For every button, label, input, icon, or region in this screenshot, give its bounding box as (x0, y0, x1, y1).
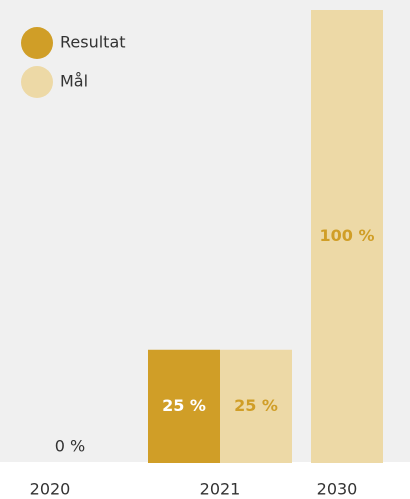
value-label: 100 % (320, 226, 375, 245)
bar (311, 10, 383, 463)
legend-swatch (21, 66, 53, 98)
legend-label: Resultat (60, 33, 126, 52)
value-label: 25 % (234, 396, 278, 415)
x-tick-label: 2020 (30, 480, 71, 499)
x-tick-label: 2021 (200, 480, 241, 499)
value-label: 25 % (162, 396, 206, 415)
axis-background (0, 463, 410, 499)
bar (220, 349, 292, 463)
legend-swatch (21, 27, 53, 59)
x-tick-label: 2030 (317, 480, 358, 499)
legend-label: Mål (60, 72, 88, 91)
bar (148, 349, 220, 463)
value-label: 0 % (55, 437, 85, 456)
